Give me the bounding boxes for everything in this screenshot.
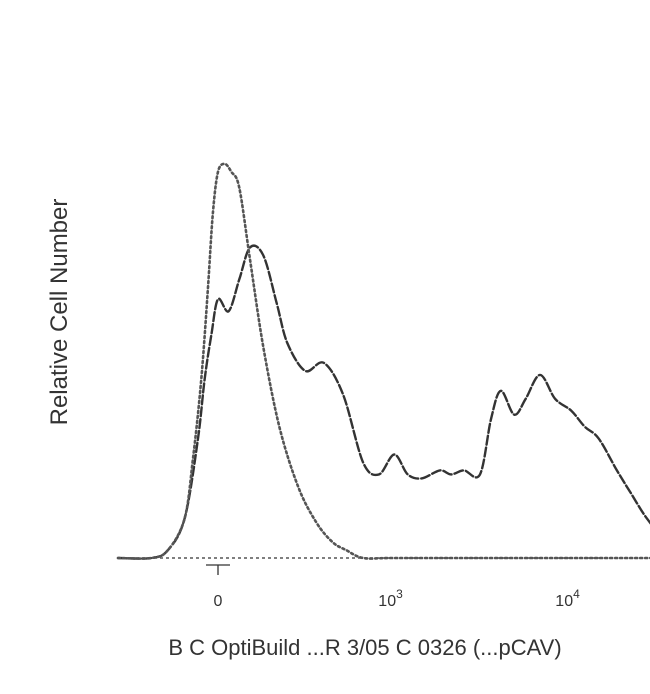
y-axis-label: Relative Cell Number [46, 199, 73, 426]
x-tick-label-1: 0 [214, 593, 223, 610]
plot-area [116, 162, 650, 560]
x-axis-ticks: 0103104105 [206, 564, 580, 610]
x-tick-label-2: 103 [378, 587, 403, 610]
x-axis-label: B C OptiBuild ...R 3/05 C 0326 (...pCAV) [168, 635, 561, 660]
series-line-2 [116, 162, 650, 560]
series-line-1 [116, 244, 650, 560]
tick-mark-zero [206, 564, 230, 575]
x-tick-label-3: 104 [555, 587, 580, 610]
